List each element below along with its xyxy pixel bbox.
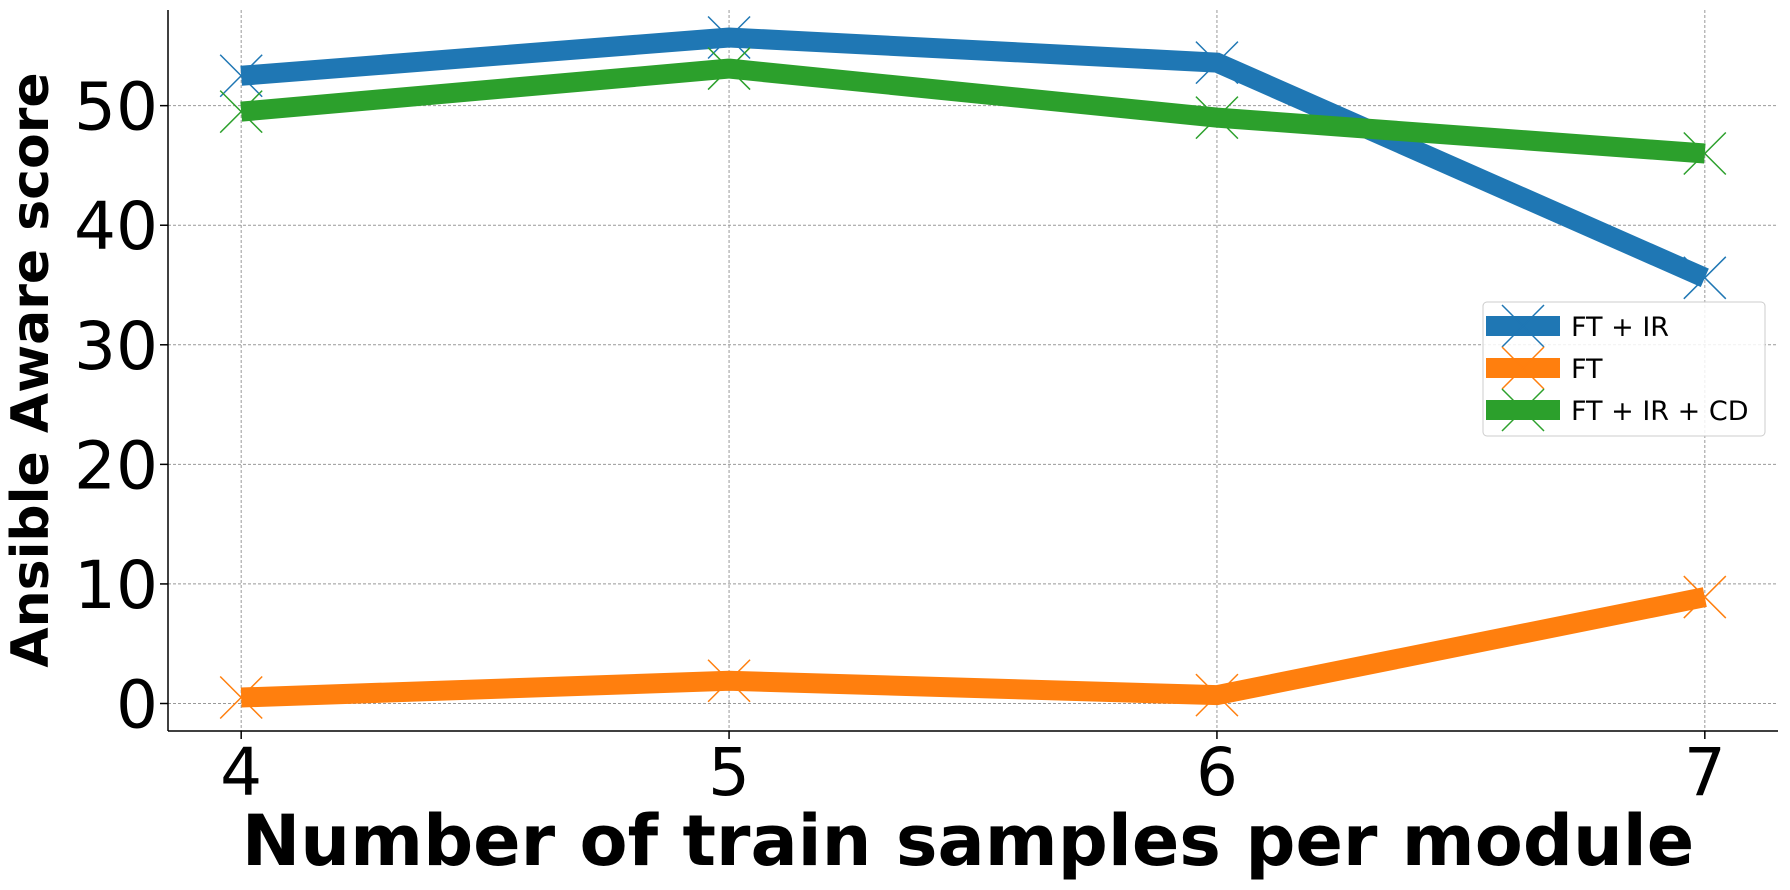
series-line [240, 58, 1706, 164]
legend-marker [1501, 388, 1545, 432]
data-point [1195, 41, 1239, 85]
y-axis-title: Ansible Aware score [1, 72, 61, 667]
axes [160, 10, 1778, 739]
marker-stroke [1683, 256, 1727, 300]
data-point [707, 47, 751, 91]
data-point [1195, 96, 1239, 140]
marker-stroke [1501, 346, 1545, 390]
data-point [219, 90, 263, 134]
marker-stroke [219, 54, 263, 98]
legend-label: FT + IR + CD [1571, 396, 1749, 427]
y-tick-label: 20 [74, 427, 158, 504]
marker-stroke [707, 47, 751, 91]
data-point [219, 675, 263, 720]
x-tick-label: 6 [1196, 734, 1238, 811]
marker-stroke [1683, 575, 1727, 619]
x-tick-label: 4 [220, 734, 262, 811]
marker-stroke [1195, 41, 1239, 85]
series-lines [219, 15, 1727, 720]
data-point [1195, 673, 1239, 717]
y-tick-label: 40 [74, 188, 158, 265]
data-point [219, 54, 263, 98]
legend-item: FT + IR + CD [1486, 388, 1749, 432]
x-tick-label: 7 [1684, 734, 1726, 811]
legend: FT + IR FT FT + IR + CD [1482, 301, 1766, 437]
data-point [707, 659, 751, 703]
series-ft-ir-cd [219, 47, 1727, 176]
marker-stroke [1195, 96, 1239, 140]
legend-item: FT + IR [1486, 304, 1669, 348]
marker-stroke [1195, 673, 1239, 717]
legend-marker [1501, 346, 1545, 390]
legend-item: FT [1486, 346, 1603, 390]
marker-stroke [707, 15, 751, 60]
series-ft-ir [219, 15, 1727, 300]
series-ft [219, 575, 1727, 720]
data-point [1683, 256, 1727, 300]
marker-stroke [1501, 388, 1545, 432]
legend-label: FT + IR [1571, 312, 1669, 343]
series-line [240, 587, 1707, 708]
series-line [240, 27, 1709, 287]
data-point [707, 15, 751, 60]
tick-labels: 4 5 6 7 0 10 20 30 40 50 [74, 69, 1726, 811]
data-point [1683, 575, 1727, 619]
y-tick-label: 10 [74, 547, 158, 624]
x-tick-label: 5 [708, 734, 750, 811]
marker-stroke [707, 659, 751, 703]
data-point [1683, 131, 1727, 176]
marker-stroke [219, 675, 263, 720]
marker-stroke [219, 90, 263, 134]
marker-stroke [1683, 131, 1727, 176]
marker-stroke [1501, 304, 1545, 348]
x-axis-title: Number of train samples per module [242, 800, 1695, 882]
legend-label: FT [1571, 354, 1603, 385]
y-tick-label: 30 [74, 308, 158, 385]
y-tick-label: 50 [74, 69, 158, 146]
legend-marker [1501, 304, 1545, 348]
y-tick-label: 0 [116, 666, 158, 743]
